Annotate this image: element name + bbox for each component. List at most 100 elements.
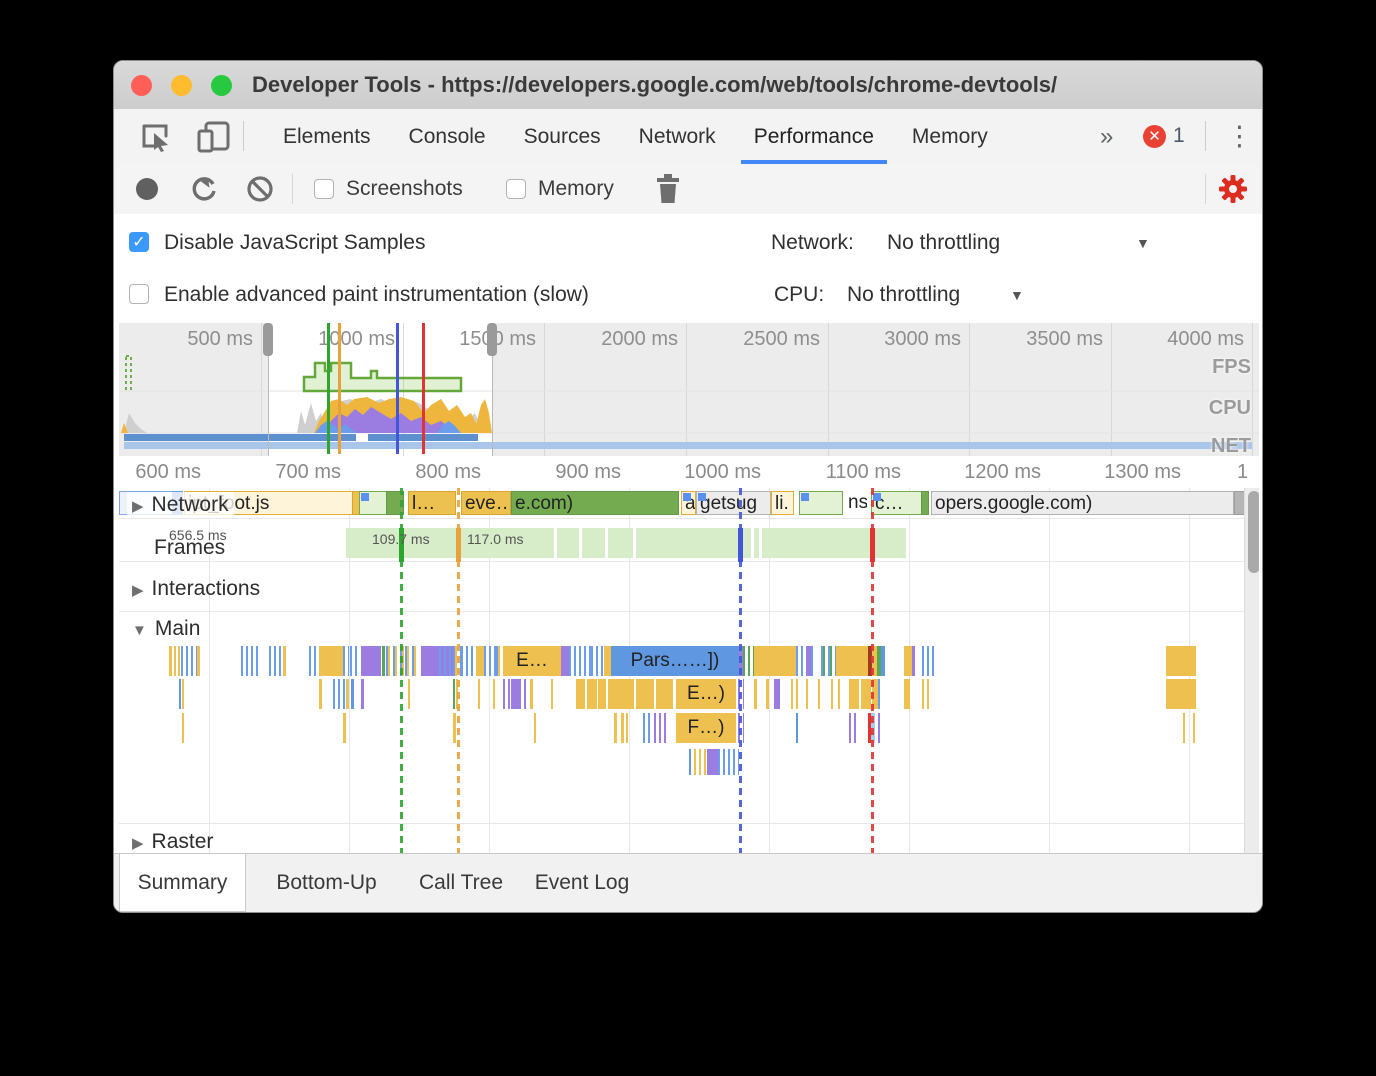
flame-bar[interactable]: [421, 646, 439, 676]
network-track-label[interactable]: ▶ Network: [127, 492, 234, 518]
flame-bar[interactable]: [178, 646, 180, 676]
flame-bar[interactable]: [453, 713, 456, 743]
memory-checkbox[interactable]: [506, 179, 526, 199]
bottom-tab-call-tree[interactable]: Call Tree: [418, 871, 504, 894]
flame-bar[interactable]: [861, 679, 871, 709]
flame-bar[interactable]: E…): [676, 679, 736, 709]
flame-bar[interactable]: [346, 679, 349, 709]
tab-sources[interactable]: Sources: [523, 124, 601, 148]
flame-bar[interactable]: [821, 646, 836, 676]
frame-bar[interactable]: [762, 528, 906, 558]
flame-bar[interactable]: [461, 646, 476, 676]
cpu-throttle-select[interactable]: No throttling: [847, 283, 961, 306]
trash-icon[interactable]: [656, 174, 680, 204]
flame-bar[interactable]: [283, 646, 286, 676]
flame-bar[interactable]: [838, 679, 840, 709]
flame-bar[interactable]: [386, 646, 404, 676]
flame-bar[interactable]: [496, 646, 503, 676]
bottom-tab-summary[interactable]: Summary: [119, 854, 246, 912]
flame-bar[interactable]: [912, 646, 915, 676]
flame-bar[interactable]: [351, 679, 354, 709]
error-count[interactable]: 1: [1173, 124, 1185, 147]
flame-bar[interactable]: [791, 679, 798, 709]
inspect-element-icon[interactable]: [140, 122, 174, 152]
flame-bar[interactable]: [319, 679, 322, 709]
flame-bar[interactable]: [766, 679, 769, 709]
network-request-bar[interactable]: ns: [848, 492, 867, 513]
network-request-bar[interactable]: li.: [771, 491, 794, 515]
flame-bar[interactable]: [614, 713, 617, 743]
flame-bar[interactable]: [872, 646, 877, 676]
flame-bar[interactable]: [382, 646, 385, 676]
flame-bar[interactable]: [1193, 713, 1195, 743]
flame-bar[interactable]: [350, 646, 360, 676]
flame-bar[interactable]: [530, 679, 533, 709]
frame-bar[interactable]: [636, 528, 751, 558]
flame-bar[interactable]: [654, 713, 666, 743]
flame-bar[interactable]: [587, 679, 597, 709]
flame-bar[interactable]: [868, 646, 872, 676]
flame-bar[interactable]: [806, 646, 811, 676]
disable-js-samples-checkbox[interactable]: ✓: [129, 232, 149, 252]
flame-bar[interactable]: [591, 646, 604, 676]
flame-bar[interactable]: [656, 679, 673, 709]
frame-bar[interactable]: [754, 528, 759, 558]
flame-bar[interactable]: [796, 646, 806, 676]
flame-bar[interactable]: [849, 713, 859, 743]
frames-track-label[interactable]: Frames: [154, 536, 226, 559]
flame-bar[interactable]: [241, 646, 258, 676]
network-request-bar[interactable]: a: [681, 491, 696, 515]
network-request-bar[interactable]: e.com): [511, 491, 679, 515]
network-throttle-caret-icon[interactable]: ▼: [1136, 235, 1150, 251]
flame-bar[interactable]: [636, 679, 654, 709]
flame-bar[interactable]: [1166, 646, 1196, 676]
flame-bar[interactable]: Pars……]): [611, 646, 739, 676]
clear-icon[interactable]: [246, 175, 274, 203]
flame-bar[interactable]: [361, 646, 381, 676]
flame-bar[interactable]: [608, 679, 634, 709]
flame-bar[interactable]: [169, 646, 172, 676]
flame-bar[interactable]: [478, 679, 480, 709]
vertical-scrollbar[interactable]: [1244, 488, 1259, 853]
flame-bar[interactable]: [904, 679, 910, 709]
flame-bar[interactable]: [922, 679, 930, 709]
flame-bar[interactable]: [626, 713, 628, 743]
flame-bar[interactable]: [561, 646, 569, 676]
main-menu-kebab-icon[interactable]: ⋮: [1226, 121, 1253, 151]
settings-gear-icon[interactable]: [1218, 174, 1248, 204]
flame-bar[interactable]: [718, 749, 739, 775]
network-request-bar[interactable]: [359, 491, 387, 515]
flame-bar[interactable]: [197, 646, 200, 676]
flame-bar[interactable]: [269, 646, 283, 676]
error-badge-icon[interactable]: ✕: [1143, 125, 1166, 148]
flame-bar[interactable]: E…: [503, 646, 561, 676]
flame-bar[interactable]: [774, 679, 780, 709]
screenshots-checkbox[interactable]: [314, 179, 334, 199]
tab-memory[interactable]: Memory: [911, 124, 988, 148]
close-window-button[interactable]: [131, 75, 152, 96]
record-button[interactable]: [136, 178, 158, 200]
flame-bar[interactable]: [476, 646, 484, 676]
flame-bar[interactable]: [868, 713, 871, 743]
flame-bar[interactable]: [621, 713, 624, 743]
flame-bar[interactable]: [881, 646, 885, 676]
flame-bar[interactable]: [836, 646, 868, 676]
selection-right-handle[interactable]: [487, 323, 497, 356]
flame-bar[interactable]: [849, 679, 859, 709]
maximize-window-button[interactable]: [211, 75, 232, 96]
flame-bar[interactable]: [343, 646, 349, 676]
tab-network[interactable]: Network: [638, 124, 716, 148]
network-request-bar[interactable]: [386, 491, 404, 515]
flame-bar[interactable]: [408, 679, 410, 709]
interactions-track-label[interactable]: ▶ Interactions: [132, 577, 261, 600]
flame-bar[interactable]: [439, 646, 453, 676]
tab-elements[interactable]: Elements: [283, 124, 371, 148]
collapse-triangle-icon[interactable]: ▶: [132, 835, 144, 852]
flame-bar[interactable]: [1183, 713, 1185, 743]
flame-bar[interactable]: [818, 679, 820, 709]
bottom-tab-event-log[interactable]: Event Log: [534, 871, 630, 894]
scrollbar-thumb[interactable]: [1248, 491, 1259, 573]
flame-bar[interactable]: [743, 646, 754, 676]
flame-bar[interactable]: [754, 679, 757, 709]
flame-bar[interactable]: [576, 679, 585, 709]
